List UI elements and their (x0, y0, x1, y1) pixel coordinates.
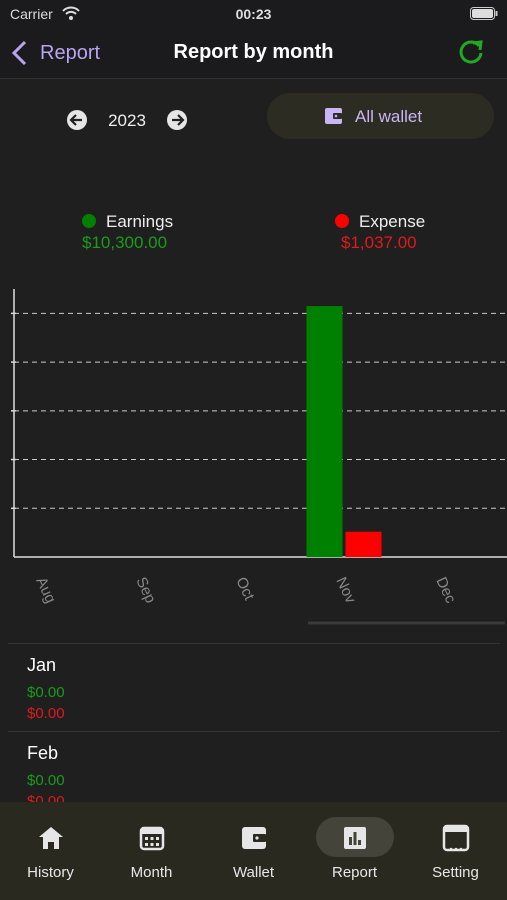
back-button[interactable]: Report (40, 42, 101, 64)
tab-label: Report (331, 864, 378, 881)
wifi-icon (62, 6, 80, 20)
nav-bar: Report Report by month (0, 28, 507, 79)
divider (8, 731, 500, 732)
bar (306, 306, 343, 557)
refresh-button[interactable] (457, 38, 485, 66)
tab-label: History (27, 864, 74, 881)
time: 00:23 (235, 6, 272, 22)
wallet-icon (242, 827, 266, 849)
x-tick-label: Nov (332, 575, 359, 607)
month-name: Jan (27, 655, 57, 675)
wallet-label: All wallet (355, 107, 423, 126)
tab-label: Wallet (232, 864, 275, 881)
battery-icon (470, 7, 498, 20)
tab-label: Setting (432, 864, 479, 881)
report-icon (344, 827, 366, 849)
tab[interactable]: Month (101, 802, 202, 900)
chart: Aug Sep Oct Nov Dec (11, 289, 507, 625)
expense-total: $1,037.00 (341, 233, 417, 252)
divider (8, 643, 500, 644)
tab-bar: History Month Wallet Report Setting (0, 802, 507, 900)
calendar-icon (139, 826, 165, 851)
x-tick-label: Sep (132, 575, 159, 606)
legend-swatch (335, 214, 349, 228)
tab[interactable]: Wallet (203, 802, 304, 900)
tab[interactable]: History (0, 802, 101, 900)
tab[interactable]: Report (304, 802, 405, 900)
year: 2023 (108, 111, 146, 130)
tab-label: Month (130, 864, 173, 881)
earnings-total: $10,300.00 (82, 233, 168, 252)
wallet-button[interactable]: All wallet (267, 93, 494, 139)
wallet-icon (325, 108, 342, 124)
month-earnings: $0.00 (27, 684, 65, 701)
legend-label: Earnings (106, 212, 174, 231)
setting-icon (442, 824, 470, 852)
bar (345, 531, 382, 557)
month-expense: $0.00 (27, 705, 65, 722)
legend-swatch (82, 214, 96, 228)
x-tick-label: Aug (32, 575, 59, 606)
carrier: Carrier (10, 6, 53, 22)
x-tick-label: Oct (232, 575, 258, 604)
month-name: Feb (27, 743, 59, 763)
month-earnings: $0.00 (27, 772, 65, 789)
status-bar: Carrier 00:23 (0, 0, 507, 28)
next-year[interactable] (166, 109, 188, 131)
prev-year[interactable] (66, 109, 88, 131)
legend-label: Expense (359, 212, 426, 231)
home-icon (39, 827, 63, 849)
nav-title: Report by month (173, 41, 334, 63)
x-tick-label: Dec (432, 575, 459, 607)
back-icon[interactable] (10, 40, 28, 66)
tab[interactable]: Setting (405, 802, 506, 900)
